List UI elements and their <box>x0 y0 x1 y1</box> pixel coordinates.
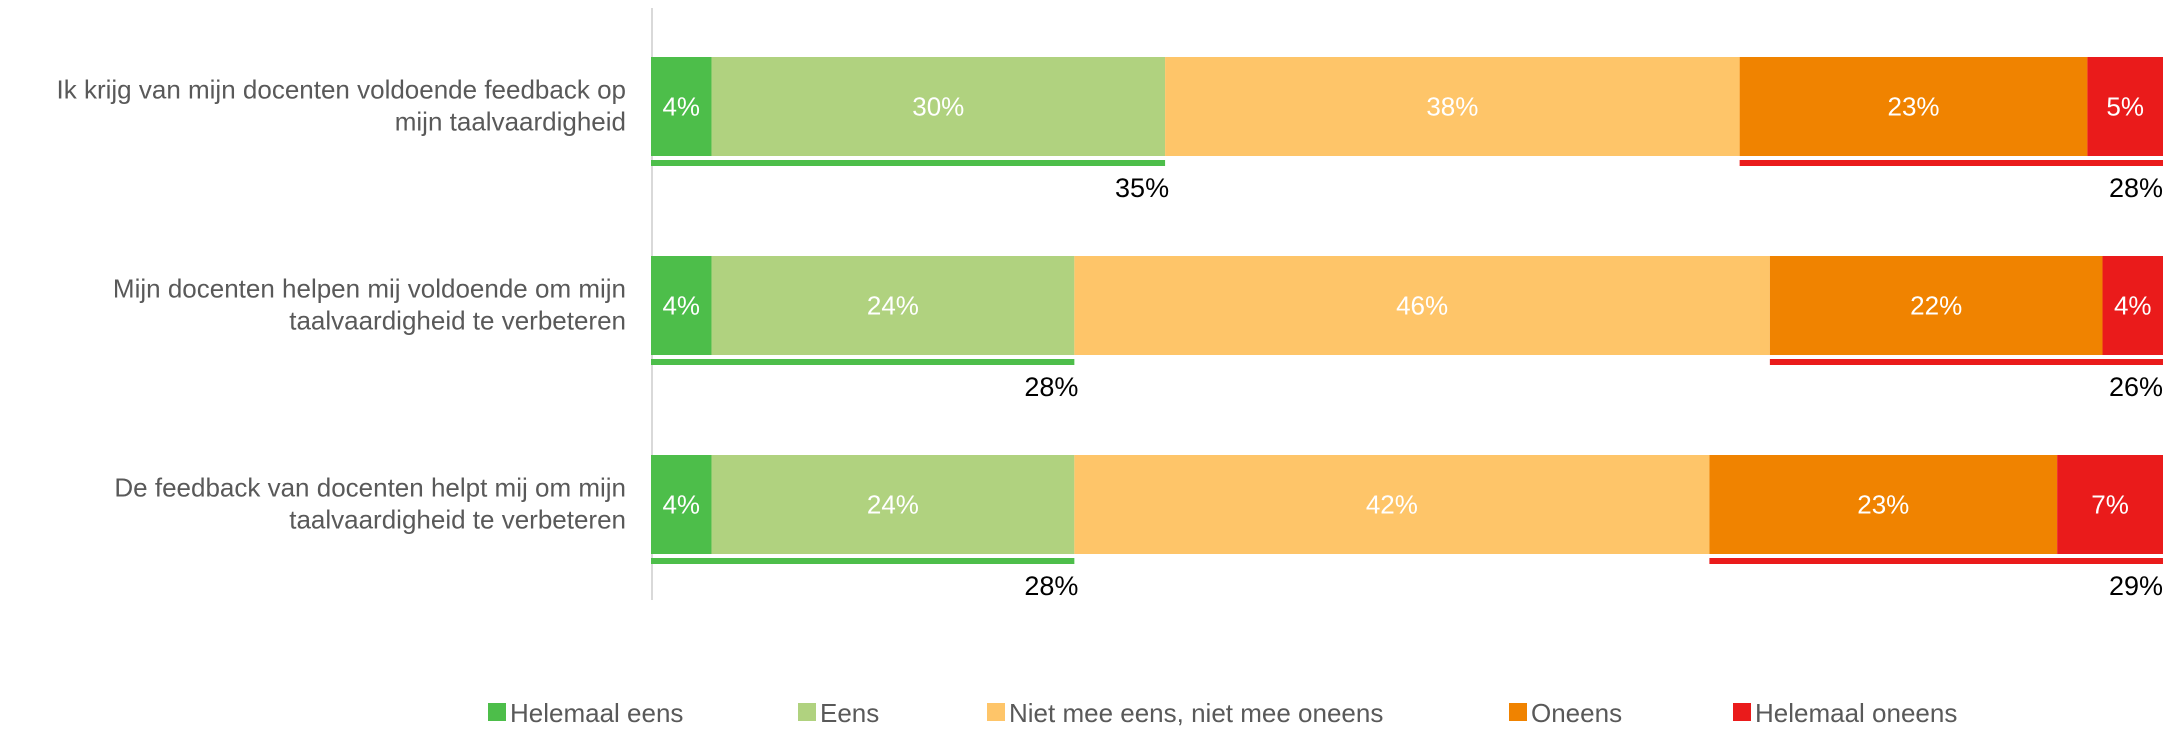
legend-label: Helemaal oneens <box>1755 698 1957 728</box>
disagree-total-label: 26% <box>2109 372 2163 402</box>
agree-total-label: 28% <box>1024 372 1078 402</box>
bar-data-label: 30% <box>912 92 964 122</box>
legend-label: Oneens <box>1531 698 1622 728</box>
agree-total-label: 28% <box>1024 571 1078 601</box>
bar-segment <box>1739 57 2088 156</box>
legend-swatch <box>987 703 1005 721</box>
bar-data-label: 24% <box>867 490 919 520</box>
category-label: mijn taalvaardigheid <box>395 107 626 137</box>
bar-data-label: 5% <box>2106 92 2144 122</box>
bar-data-label: 38% <box>1426 92 1478 122</box>
category-label: Ik krijg van mijn docenten voldoende fee… <box>57 75 626 105</box>
bar-data-label: 4% <box>662 291 700 321</box>
bar-segment <box>1769 256 2103 355</box>
bar-segment <box>1074 455 1710 554</box>
bar-data-label: 4% <box>662 490 700 520</box>
agree-total-label: 35% <box>1115 173 1169 203</box>
bar-data-label: 22% <box>1910 291 1962 321</box>
bar-data-label: 42% <box>1366 490 1418 520</box>
category-label: taalvaardigheid te verbeteren <box>289 505 626 535</box>
legend-swatch <box>488 703 506 721</box>
bar-data-label: 7% <box>2091 490 2129 520</box>
legend-label: Helemaal eens <box>510 698 683 728</box>
bar-segment <box>651 455 712 554</box>
legend-label: Niet mee eens, niet mee oneens <box>1009 698 1383 728</box>
bar-data-label: 23% <box>1857 490 1909 520</box>
legend-swatch <box>1733 703 1751 721</box>
bar-segment <box>1709 455 2058 554</box>
bar-segment <box>2057 455 2163 554</box>
bar-segment <box>711 256 1075 355</box>
bar-data-label: 46% <box>1396 291 1448 321</box>
bar-segment <box>2087 57 2163 156</box>
bar-data-label: 24% <box>867 291 919 321</box>
bar-segment <box>651 57 712 156</box>
bar-segment <box>2102 256 2163 355</box>
bar-segment <box>711 57 1166 156</box>
bar-segment <box>1074 256 1770 355</box>
bar-segment <box>711 455 1075 554</box>
category-label: taalvaardigheid te verbeteren <box>289 306 626 336</box>
legend-label: Eens <box>820 698 879 728</box>
bar-data-label: 23% <box>1887 92 1939 122</box>
bar-segment <box>1165 57 1740 156</box>
legend-swatch <box>798 703 816 721</box>
category-label: De feedback van docenten helpt mij om mi… <box>114 473 626 503</box>
bar-data-label: 4% <box>662 92 700 122</box>
category-label: Mijn docenten helpen mij voldoende om mi… <box>113 274 626 304</box>
disagree-total-label: 28% <box>2109 173 2163 203</box>
bar-segment <box>651 256 712 355</box>
legend-swatch <box>1509 703 1527 721</box>
bar-data-label: 4% <box>2114 291 2152 321</box>
disagree-total-label: 29% <box>2109 571 2163 601</box>
